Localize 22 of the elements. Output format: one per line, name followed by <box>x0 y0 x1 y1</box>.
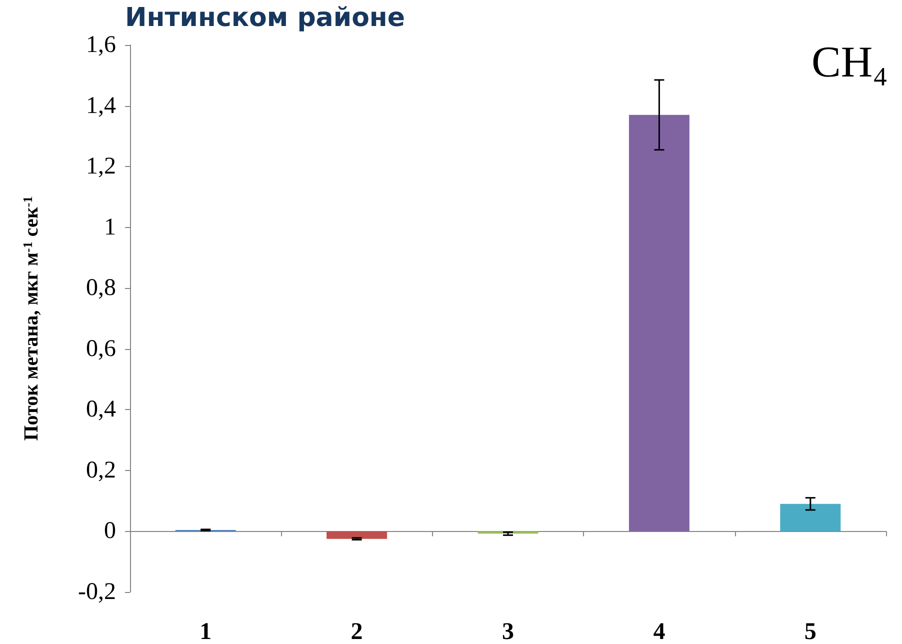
chart-title: Интинском районе <box>125 3 406 33</box>
x-tick-label: 3 <box>502 619 514 644</box>
x-tick-label: 5 <box>804 619 816 644</box>
bar <box>780 504 841 532</box>
y-tick-label: 1 <box>104 214 116 240</box>
x-tick-label: 4 <box>653 619 666 644</box>
bar <box>628 114 690 532</box>
y-tick-label: 1,4 <box>86 92 116 119</box>
bar <box>326 531 388 539</box>
x-tick-label: 1 <box>200 619 212 644</box>
y-tick-label: -0,2 <box>78 579 116 605</box>
x-tick-label: 2 <box>350 619 363 644</box>
y-tick-label: 0,6 <box>86 336 116 362</box>
y-tick-label: 0,8 <box>86 275 116 302</box>
y-tick-label: 0 <box>104 518 116 544</box>
y-axis-title: Поток метана, мкг м-1 сек-1 <box>20 196 42 441</box>
y-tick-label: 0,4 <box>86 396 116 423</box>
y-tick-label: 1,6 <box>86 32 116 58</box>
annotation: CH₄ <box>812 38 888 86</box>
y-tick-label: 0,2 <box>86 457 116 484</box>
y-tick-label: 1,2 <box>86 154 116 180</box>
bar <box>478 531 538 534</box>
